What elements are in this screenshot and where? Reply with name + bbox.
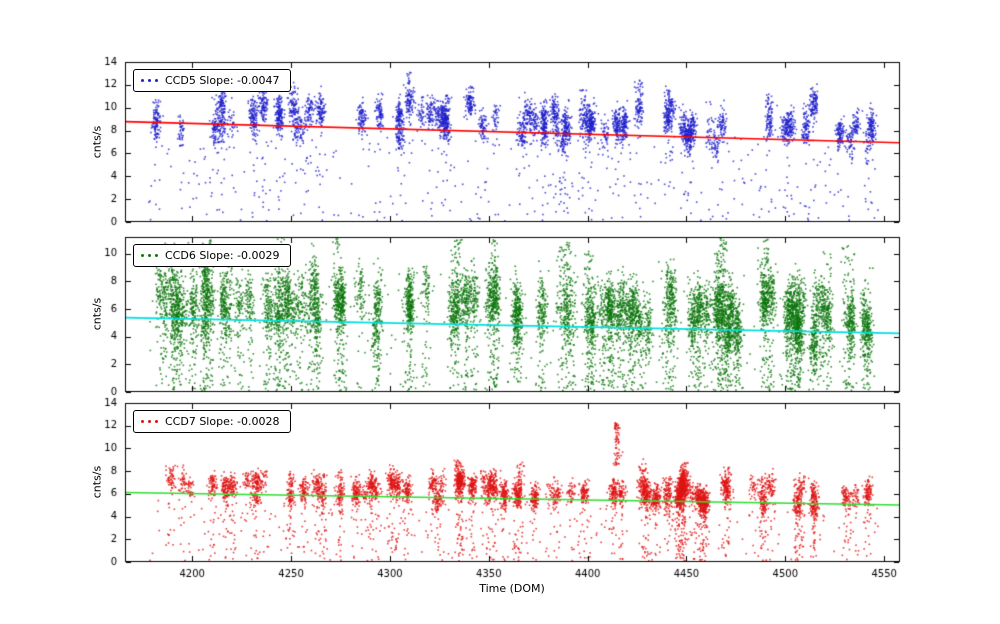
- y-axis-label-ccd7: cnts/s: [90, 465, 104, 499]
- y-axis-label-ccd5: cnts/s: [90, 125, 104, 159]
- y-axis-label-ccd6: cnts/s: [90, 297, 104, 331]
- scatter-marker-icon: [155, 420, 158, 423]
- legend-label-ccd7: CCD7 Slope: -0.0028: [165, 415, 280, 428]
- legend-marker-dots: [141, 79, 158, 82]
- scatter-marker-icon: [141, 254, 144, 257]
- legend-marker-dots: [141, 254, 158, 257]
- legend-label-ccd5: CCD5 Slope: -0.0047: [165, 74, 280, 87]
- scatter-marker-icon: [155, 254, 158, 257]
- x-axis-label: Time (DOM): [479, 582, 545, 595]
- scatter-marker-icon: [148, 420, 151, 423]
- legend-ccd5: CCD5 Slope: -0.0047: [133, 69, 291, 92]
- legend-ccd6: CCD6 Slope: -0.0029: [133, 244, 291, 267]
- legend-label-ccd6: CCD6 Slope: -0.0029: [165, 249, 280, 262]
- scatter-marker-icon: [148, 79, 151, 82]
- legend-marker-dots: [141, 420, 158, 423]
- scatter-marker-icon: [141, 79, 144, 82]
- scatter-marker-icon: [148, 254, 151, 257]
- scatter-marker-icon: [141, 420, 144, 423]
- legend-ccd7: CCD7 Slope: -0.0028: [133, 410, 291, 433]
- scatter-marker-icon: [155, 79, 158, 82]
